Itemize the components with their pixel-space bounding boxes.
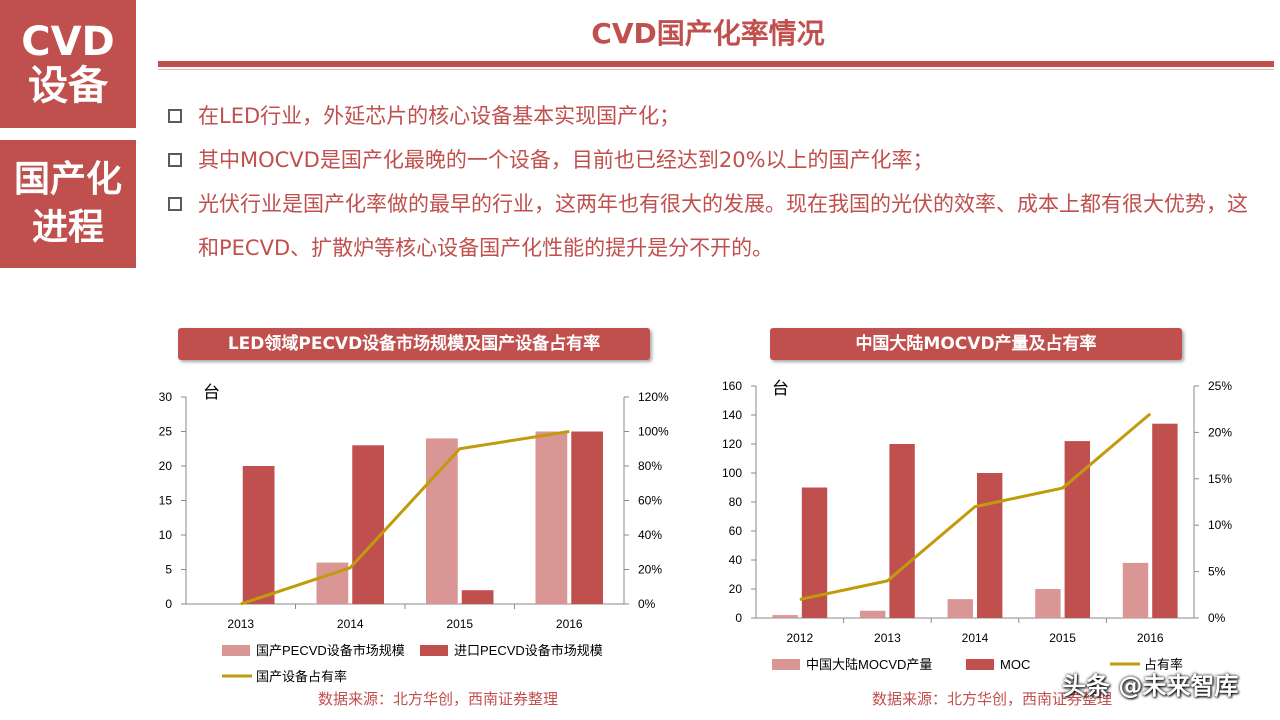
square-bullet-icon bbox=[168, 153, 182, 167]
left-axis-tick-label: 140 bbox=[722, 408, 742, 422]
unit-label: 台 bbox=[772, 379, 789, 398]
right-axis-tick-label: 100% bbox=[638, 425, 669, 439]
left-axis-tick-label: 100 bbox=[722, 466, 742, 480]
import-bar bbox=[242, 466, 275, 604]
domestic-bar bbox=[1035, 589, 1061, 618]
square-bullet-icon bbox=[168, 109, 182, 123]
legend-label: 占有率 bbox=[1144, 657, 1183, 672]
import-bar bbox=[977, 473, 1003, 618]
page-title: CVD国产化率情况 bbox=[591, 17, 825, 50]
left-axis-tick-label: 15 bbox=[159, 494, 173, 508]
bullet-item: 其中MOCVD是国产化最晚的一个设备，目前也已经达到20%以上的国产化率； bbox=[168, 138, 1258, 182]
x-axis-category-label: 2015 bbox=[446, 617, 473, 631]
share-line bbox=[240, 430, 570, 606]
left-axis-tick-label: 25 bbox=[159, 425, 173, 439]
right-axis-tick-label: 120% bbox=[638, 390, 669, 404]
sidebar-line-localization: 国产化 bbox=[13, 159, 122, 200]
import-bar bbox=[889, 444, 915, 618]
import-bar bbox=[1064, 441, 1091, 618]
left-axis-tick-label: 20 bbox=[729, 582, 743, 596]
x-axis-category-label: 2012 bbox=[786, 631, 813, 645]
title-divider bbox=[158, 61, 1274, 67]
left-axis-tick-label: 5 bbox=[165, 563, 172, 577]
left-axis-tick-label: 120 bbox=[722, 437, 742, 451]
sidebar-localization-box: 国产化 进程 bbox=[0, 140, 136, 268]
x-axis-category-label: 2015 bbox=[1049, 631, 1076, 645]
right-axis-tick-label: 5% bbox=[1208, 565, 1226, 579]
import-bar bbox=[352, 445, 385, 604]
unit-label: 台 bbox=[203, 383, 220, 402]
right-axis-tick-label: 0% bbox=[638, 597, 656, 611]
square-bullet-icon bbox=[168, 197, 182, 211]
chart-title-pecvd: LED领域PECVD设备市场规模及国产设备占有率 bbox=[178, 328, 650, 360]
legend-label: 中国大陆MOCVD产量 bbox=[806, 657, 932, 672]
right-axis-tick-label: 25% bbox=[1208, 379, 1232, 393]
import-bar bbox=[1152, 423, 1178, 618]
right-axis-tick-label: 20% bbox=[1208, 425, 1232, 439]
share-line bbox=[799, 412, 1152, 601]
domestic-bar bbox=[425, 438, 458, 604]
domestic-bar bbox=[535, 431, 568, 604]
x-axis-category-label: 2016 bbox=[556, 617, 583, 631]
sidebar-line-progress: 进程 bbox=[31, 207, 104, 248]
bullet-item: 在LED行业，外延芯片的核心设备基本实现国产化； bbox=[168, 94, 1258, 138]
legend-swatch bbox=[222, 645, 250, 656]
domestic-bar bbox=[772, 615, 798, 618]
x-axis-category-label: 2014 bbox=[962, 631, 989, 645]
right-axis-tick-label: 0% bbox=[1208, 611, 1226, 625]
domestic-bar bbox=[1122, 562, 1149, 618]
source-note-left: 数据来源：北方华创，西南证券整理 bbox=[318, 690, 559, 708]
domestic-bar bbox=[859, 610, 886, 618]
import-bar bbox=[571, 431, 604, 604]
legend-label: 国产设备占有率 bbox=[256, 669, 347, 684]
legend-swatch bbox=[420, 645, 448, 656]
left-axis-tick-label: 40 bbox=[729, 553, 743, 567]
legend-label: 国产PECVD设备市场规模 bbox=[256, 643, 405, 658]
right-axis-tick-label: 15% bbox=[1208, 472, 1232, 486]
x-axis-category-label: 2016 bbox=[1137, 631, 1164, 645]
left-axis-tick-label: 10 bbox=[159, 528, 173, 542]
bullet-text: 其中MOCVD是国产化最晚的一个设备，目前也已经达到20%以上的国产化率； bbox=[198, 148, 934, 172]
right-axis-tick-label: 40% bbox=[638, 528, 662, 542]
left-axis-tick-label: 20 bbox=[159, 459, 173, 473]
legend-swatch bbox=[772, 659, 800, 670]
right-axis-tick-label: 60% bbox=[638, 494, 662, 508]
sidebar-line-cvd: CVD bbox=[21, 19, 115, 65]
watermark-text: 头条 @未来智库 bbox=[1062, 672, 1239, 700]
bullet-text: 光伏行业是国产化率做的最早的行业，这两年也有很大的发展。现在我国的光伏的效率、成… bbox=[198, 192, 1248, 260]
right-axis-tick-label: 80% bbox=[638, 459, 662, 473]
left-axis-tick-label: 160 bbox=[722, 379, 742, 393]
chart-title-mocvd: 中国大陆MOCVD产量及占有率 bbox=[770, 328, 1182, 360]
bullet-item: 光伏行业是国产化率做的最早的行业，这两年也有很大的发展。现在我国的光伏的效率、成… bbox=[168, 182, 1258, 270]
x-axis-category-label: 2014 bbox=[337, 617, 364, 631]
domestic-bar bbox=[947, 599, 973, 618]
sidebar-cvd-box: CVD 设备 bbox=[0, 0, 136, 128]
left-axis-tick-label: 0 bbox=[735, 611, 742, 625]
bullet-list: 在LED行业，外延芯片的核心设备基本实现国产化； 其中MOCVD是国产化最晚的一… bbox=[168, 94, 1258, 270]
legend-label: 进口PECVD设备市场规模 bbox=[454, 643, 603, 658]
legend-swatch bbox=[966, 659, 994, 670]
left-axis-tick-label: 60 bbox=[729, 524, 743, 538]
left-axis-tick-label: 0 bbox=[165, 597, 172, 611]
right-axis-tick-label: 10% bbox=[1208, 518, 1232, 532]
legend-label: MOC bbox=[1000, 657, 1030, 672]
bullet-text: 在LED行业，外延芯片的核心设备基本实现国产化； bbox=[198, 104, 681, 128]
x-axis-category-label: 2013 bbox=[227, 617, 254, 631]
left-axis-tick-label: 30 bbox=[159, 390, 173, 404]
x-axis-category-label: 2013 bbox=[874, 631, 901, 645]
left-axis-tick-label: 80 bbox=[729, 495, 743, 509]
source-note-right: 数据来源：北方华创，西南证券整理 bbox=[872, 690, 1113, 708]
sidebar-line-equipment: 设备 bbox=[28, 63, 108, 109]
import-bar bbox=[461, 590, 494, 604]
title-divider-thin bbox=[158, 69, 1274, 70]
right-axis-tick-label: 20% bbox=[638, 563, 662, 577]
